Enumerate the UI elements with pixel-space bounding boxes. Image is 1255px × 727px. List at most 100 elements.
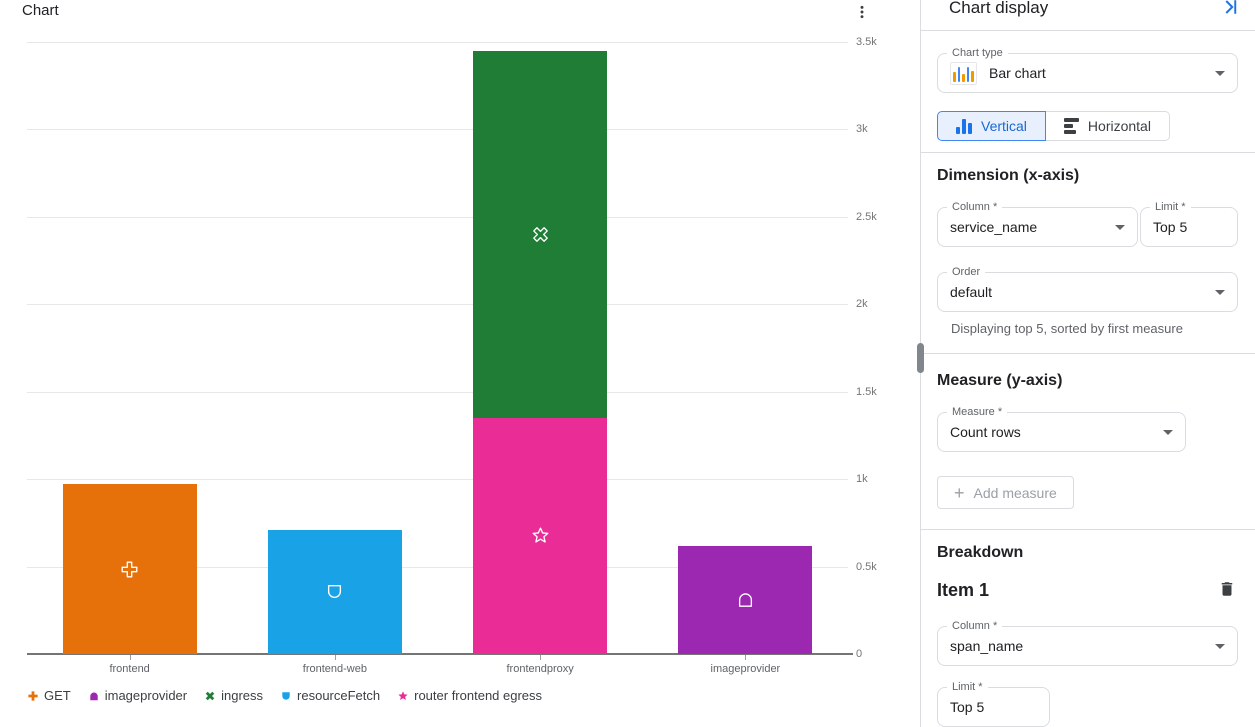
gridline: [27, 129, 848, 131]
breakdown-limit-label: Limit *: [947, 680, 988, 694]
chevron-down-icon: [1215, 70, 1225, 76]
bar-segment-frontendproxy-ingress[interactable]: [473, 50, 608, 418]
chart-type-select[interactable]: Chart type Bar chart: [937, 46, 1238, 93]
measure-heading: Measure (y-axis): [937, 372, 1063, 389]
bar-segment-frontend-GET[interactable]: [62, 484, 197, 654]
xcross-icon: [531, 225, 550, 244]
legend-label: ingress: [221, 688, 264, 703]
dimension-column-label: Column *: [947, 200, 1003, 214]
x-axis-category-label: frontend-web: [302, 663, 367, 675]
horizontal-bars-icon: [1063, 118, 1079, 134]
add-measure-label: Add measure: [973, 484, 1057, 501]
legend-item-ingress[interactable]: ingress: [204, 688, 263, 703]
x-axis-tick: [540, 655, 542, 660]
plus-icon: +: [954, 482, 965, 503]
x-axis-category-label: frontend: [109, 663, 150, 675]
x-axis-tick: [745, 655, 747, 660]
legend-label: router frontend egress: [414, 688, 543, 703]
y-axis-tick-label: 3.5k: [856, 36, 877, 48]
dimension-column-select[interactable]: Column * service_name: [937, 200, 1138, 247]
dome-icon: [736, 590, 755, 609]
legend-item-imageprovider[interactable]: imageprovider: [88, 688, 187, 703]
delete-icon[interactable]: [1216, 579, 1238, 601]
gridline: [27, 479, 848, 481]
measure-select[interactable]: Measure * Count rows: [937, 405, 1186, 452]
breakdown-item-title: Item 1: [937, 579, 990, 600]
chart-legend: GET imageprovider ingress resourceFetch rout…: [27, 688, 542, 703]
x-axis-tick: [129, 655, 131, 660]
dimension-helper-text: Displaying top 5, sorted by first measur…: [951, 321, 1183, 336]
measure-label: Measure *: [947, 405, 1008, 419]
chart-type-label: Chart type: [947, 46, 1008, 60]
vertical-toggle-label: Vertical: [981, 118, 1027, 134]
gridline: [27, 566, 848, 568]
panel-title: Chart display: [949, 0, 1049, 17]
breakdown-section: Breakdown Item 1 Column * span_name Limi…: [921, 530, 1255, 727]
bar-segment-imageprovider-imageprovider[interactable]: [678, 545, 813, 654]
legend-item-GET[interactable]: GET: [27, 688, 71, 703]
y-axis-tick-label: 0: [856, 648, 863, 660]
y-axis-tick-label: 2.5k: [856, 210, 877, 223]
add-measure-button[interactable]: + Add measure: [937, 476, 1074, 509]
gridline: [27, 391, 848, 393]
chart-region: Chart 3.5k 3k 2.5k 2k 1.5k 1k 0.5k 0 frontend fro…: [22, 0, 877, 703]
cross-icon: [27, 690, 39, 702]
orientation-toggle-group: Vertical Horizontal: [937, 111, 1238, 141]
breakdown-column-select[interactable]: Column * span_name: [937, 619, 1238, 666]
vertical-toggle-button[interactable]: Vertical: [937, 111, 1046, 141]
collapse-panel-right-icon[interactable]: [1221, 0, 1239, 19]
chevron-down-icon: [1215, 289, 1225, 295]
order-label: Order: [947, 265, 986, 279]
panel-header: Chart display: [921, 0, 1255, 31]
chart-display-panel: Chart display Chart type Bar chart V: [920, 0, 1255, 727]
legend-label: imageprovider: [104, 688, 188, 703]
bar-segment-frontend-web-resourceFetch[interactable]: [267, 529, 402, 654]
order-value: default: [950, 284, 993, 300]
breakdown-heading: Breakdown: [937, 544, 1024, 561]
breakdown-limit-value: Top 5: [950, 699, 985, 715]
horizontal-toggle-button[interactable]: Horizontal: [1045, 111, 1170, 141]
divider: [921, 353, 1255, 354]
order-select[interactable]: Order default: [937, 265, 1238, 312]
more-vert-icon[interactable]: [850, 0, 874, 24]
dimension-limit-value: Top 5: [1153, 219, 1188, 235]
y-axis-tick-label: 3k: [856, 123, 868, 136]
vertical-bars-icon: [956, 118, 972, 134]
dimension-column-value: service_name: [950, 219, 1038, 235]
x-axis-category-label: imageprovider: [710, 663, 781, 675]
measure-section: Measure (y-axis) Measure * Count rows + …: [921, 354, 1255, 529]
horizontal-toggle-label: Horizontal: [1087, 118, 1151, 134]
shield-icon: [280, 690, 292, 702]
cross-icon: [120, 560, 139, 579]
breakdown-limit-input[interactable]: Limit * Top 5: [937, 680, 1050, 727]
dimension-limit-label: Limit *: [1150, 200, 1191, 214]
x-axis-line: [27, 653, 853, 655]
y-axis-tick-label: 2k: [856, 298, 868, 311]
chart-type-value: Bar chart: [989, 65, 1046, 81]
y-axis-tick-label: 0.5k: [856, 560, 877, 573]
star-icon: [531, 526, 550, 545]
gridline: [27, 304, 848, 306]
dimension-limit-input[interactable]: Limit * Top 5: [1140, 200, 1238, 247]
legend-item-resourceFetch[interactable]: resourceFetch: [280, 688, 380, 703]
breakdown-column-label: Column *: [947, 619, 1003, 633]
gridline: [27, 216, 848, 218]
measure-value: Count rows: [950, 424, 1021, 440]
breakdown-column-value: span_name: [950, 638, 1024, 654]
legend-item-router-frontend-egress[interactable]: router frontend egress: [397, 688, 542, 703]
dimension-section: Dimension (x-axis) Column * service_name…: [921, 153, 1255, 353]
bar-segment-frontendproxy-router-frontend-egress[interactable]: [473, 417, 608, 654]
panel-resize-handle[interactable]: [917, 343, 924, 373]
gridline: [27, 42, 848, 43]
y-axis-tick-label: 1k: [856, 473, 868, 486]
dome-icon: [88, 690, 100, 702]
divider: [921, 152, 1255, 153]
chevron-down-icon: [1115, 224, 1125, 230]
x-axis-category-label: frontendproxy: [506, 663, 574, 675]
legend-label: resourceFetch: [297, 688, 381, 703]
bar-chart-icon: [950, 61, 977, 85]
dimension-heading: Dimension (x-axis): [937, 167, 1080, 184]
star-icon: [397, 690, 409, 702]
legend-label: GET: [44, 688, 71, 703]
